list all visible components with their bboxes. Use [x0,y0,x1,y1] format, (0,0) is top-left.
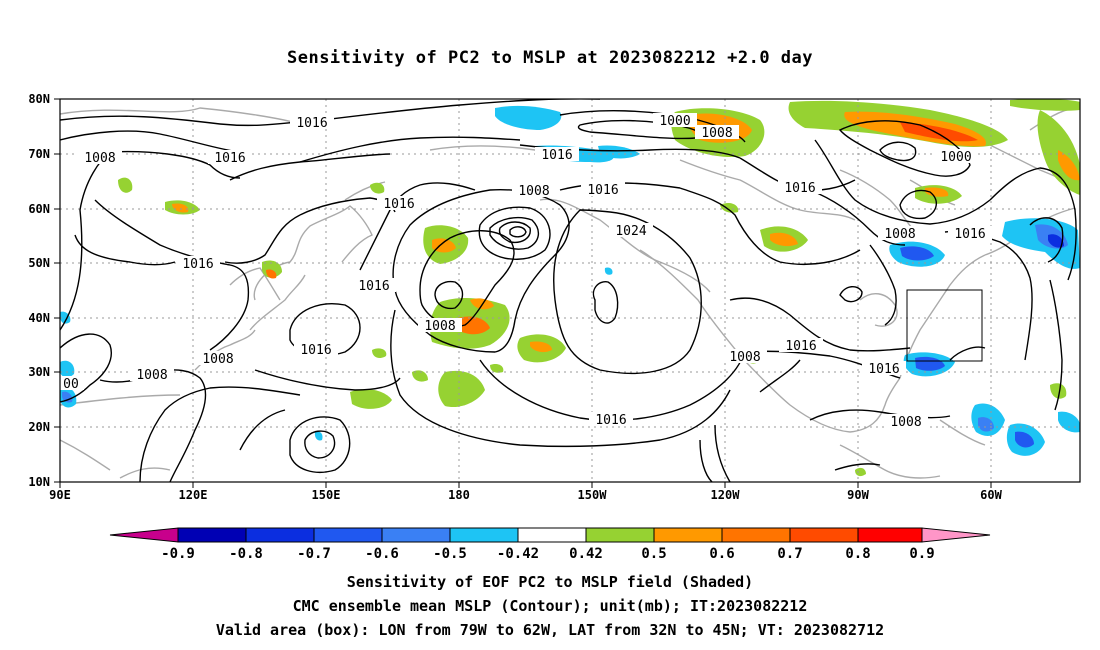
contour-label: 1016 [182,257,213,272]
negative-sensitivity-shading [60,105,1080,456]
valid-area-box [906,289,983,362]
coastlines [60,107,1080,479]
colorbar-cell [653,527,723,543]
lon-label: 90E [49,488,71,502]
lat-label: 70N [28,147,50,161]
colorbar-cell [177,527,247,543]
contour-labels: 1016 1008 1016 1016 1000 1008 1016 1000 … [60,113,992,430]
lat-label: 50N [28,256,50,270]
lon-label: 60W [980,488,1002,502]
colorbar-label: -0.7 [297,546,331,562]
lat-label: 80N [28,92,50,106]
contour-label: 1016 [954,227,985,242]
colorbar-cell [585,527,655,543]
contour-label: 1000 [659,114,690,129]
lon-label: 150W [578,488,608,502]
colorbar-cell [245,527,315,543]
contour-label: 1016 [541,148,572,163]
contour-label: 1008 [136,368,167,383]
longitude-labels: 90E 120E 150E 180 150W 120W 90W 60W [49,488,1002,502]
contour-label: 1008 [701,126,732,141]
colorbar-label: -0.42 [497,546,539,562]
contour-label: 1016 [214,151,245,166]
contour-label: 1016 [784,181,815,196]
colorbar-label: 0.6 [709,546,734,562]
contour-label: 1024 [615,224,646,239]
contour-label: 1008 [424,319,455,334]
colorbar-cell [857,527,923,543]
map-frame [59,98,1081,483]
latitude-labels: 80N 70N 60N 50N 40N 30N 20N 10N [28,92,50,489]
colorbar-label: -0.8 [229,546,263,562]
caption-valid-area: Valid area (box): LON from 79W to 62W, L… [215,621,885,639]
colorbar-label: 0.7 [777,546,802,562]
lat-label: 10N [28,475,50,489]
contour-label: 1016 [595,413,626,428]
contour-label: 1008 [884,227,915,242]
lat-label: 40N [28,311,50,325]
colorbar-label: 0.5 [641,546,666,562]
colorbar-cell [449,527,519,543]
contour-label: 1016 [383,197,414,212]
colorbar-low-triangle [109,527,179,543]
map-title: Sensitivity of PC2 to MSLP at 2023082212… [286,48,813,68]
colorbar-label: 0.8 [845,546,870,562]
contour-label: 1008 [202,352,233,367]
lat-label: 30N [28,365,50,379]
mslp-contours [60,99,1077,482]
colorbar-cell [313,527,383,543]
colorbar-cell [381,527,451,543]
contour-label: 1016 [296,116,327,131]
colorbar-cell [789,527,859,543]
contour-label: 1016 [358,279,389,294]
lat-label: 20N [28,420,50,434]
map-area: 1016 1008 1016 1016 1000 1008 1016 1000 … [60,99,1080,482]
colorbar-cell [517,527,587,543]
lat-label: 60N [28,202,50,216]
lon-label: 150E [312,488,341,502]
colorbar: -0.9 -0.8 -0.7 -0.6 -0.5 -0.42 0.42 0.5 … [109,527,991,562]
tick-marks [54,98,992,488]
contour-label: 1008 [518,184,549,199]
lon-label: 120E [179,488,208,502]
caption-shading: Sensitivity of EOF PC2 to MSLP field (Sh… [346,573,754,591]
contour-label: 1016 [587,183,618,198]
contour-label: 1016 [868,362,899,377]
colorbar-label: -0.9 [161,546,195,562]
contour-label: 1016 [300,343,331,358]
lon-label: 180 [448,488,470,502]
contour-label: 1008 [890,415,921,430]
colorbar-label: 0.42 [569,546,603,562]
colorbar-label: -0.6 [365,546,399,562]
contour-label: 1000 [940,150,971,165]
colorbar-label: 0.9 [909,546,934,562]
contour-label: 00 [63,377,79,392]
caption-contour: CMC ensemble mean MSLP (Contour); unit(m… [292,597,808,615]
colorbar-label: -0.5 [433,546,467,562]
colorbar-high-triangle [921,527,991,543]
lon-label: 90W [847,488,869,502]
contour-label: 1008 [729,350,760,365]
colorbar-cell [721,527,791,543]
lon-label: 120W [711,488,741,502]
contour-label: 1016 [785,339,816,354]
contour-label: 1008 [84,151,115,166]
